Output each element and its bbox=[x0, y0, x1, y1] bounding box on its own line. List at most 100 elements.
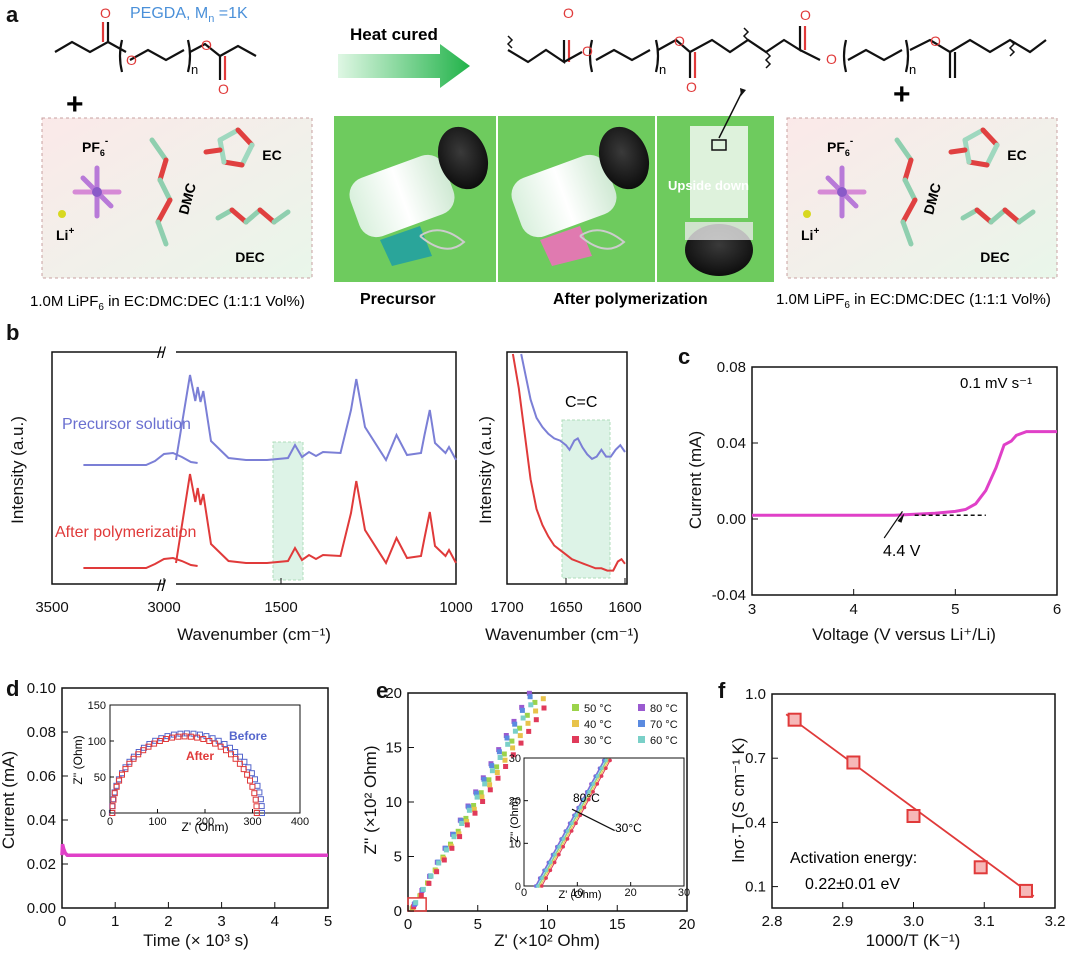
pf6-label: PF6- bbox=[827, 136, 853, 158]
e-point-4 bbox=[504, 735, 510, 741]
cc-annotation: C=C bbox=[565, 394, 597, 411]
e-inset-point-2 bbox=[582, 805, 587, 810]
poly-o-3: O bbox=[674, 33, 685, 49]
c-yticklabel: 0.08 bbox=[717, 359, 746, 376]
panel-d: d 0 1 2 3 4 5 0.00 0.02 0.04 0.06 0.08 0.10 0 100 200… bbox=[0, 676, 332, 950]
photo-precursor bbox=[334, 116, 496, 282]
d-inset-point-1 bbox=[251, 790, 258, 797]
d-xticklabel: 1 bbox=[111, 913, 119, 930]
d-inset-point-1 bbox=[244, 771, 251, 778]
c-yticklabel: 0.04 bbox=[717, 435, 746, 452]
d-inset-point-1 bbox=[217, 743, 224, 750]
e-point-5 bbox=[428, 873, 434, 879]
b-left-ticklabel: 3500 bbox=[35, 599, 68, 616]
d-inset-after: After bbox=[186, 749, 214, 763]
e-point-5 bbox=[528, 702, 534, 708]
e-xticklabel: 10 bbox=[539, 916, 556, 933]
e-inset-point-5 bbox=[553, 852, 557, 857]
d-xticklabel: 4 bbox=[271, 913, 279, 930]
li-label: Li+ bbox=[801, 226, 819, 243]
d-yticklabel: 0.00 bbox=[27, 900, 56, 917]
e-inset-point-5 bbox=[540, 876, 544, 880]
c-plot: 3 4 5 6 -0.04 0.00 0.04 0.08 bbox=[712, 359, 1061, 618]
dec-bond bbox=[271, 209, 291, 225]
dmc-bond bbox=[900, 197, 918, 225]
dmc-label: DMC bbox=[175, 181, 199, 216]
li-ion bbox=[803, 210, 811, 218]
ec-carbonyl bbox=[948, 147, 968, 155]
d-inset-point-1 bbox=[194, 734, 201, 741]
e-point-5 bbox=[497, 755, 503, 760]
b-right-ticklabel: 1700 bbox=[490, 599, 523, 616]
f-xticklabel: 3.1 bbox=[974, 913, 995, 930]
f-fit-line bbox=[785, 713, 1035, 897]
e-legend-marker bbox=[638, 704, 645, 711]
e-point-2 bbox=[495, 775, 501, 781]
e-point-0 bbox=[486, 777, 492, 783]
e-point-1 bbox=[494, 770, 500, 775]
e-point-2 bbox=[526, 728, 532, 734]
d-inset-point-1 bbox=[206, 738, 213, 744]
e-point-3 bbox=[526, 690, 532, 696]
molecules-left: PF6- Li+ DMC EC DEC bbox=[56, 127, 291, 265]
e-legend-label: 80 °C bbox=[650, 703, 678, 715]
e-xticklabel: 0 bbox=[404, 916, 412, 933]
d-inset-point-1 bbox=[119, 771, 125, 778]
electrolyte-caption-right: 1.0M LiPF6 in EC:DMC:DEC (1:1:1 Vol%) bbox=[776, 291, 1051, 311]
d-inset-point-1 bbox=[162, 736, 169, 742]
b-left-xlabel: Wavenumber (cm⁻¹) bbox=[177, 625, 331, 644]
d-plot: 0 1 2 3 4 5 0.00 0.02 0.04 0.06 0.08 0.10 bbox=[27, 680, 332, 930]
photo-after-polymerization bbox=[498, 116, 655, 282]
dec-bond bbox=[229, 207, 249, 225]
d-inset-point-1 bbox=[187, 733, 194, 740]
d-inset-before: Before bbox=[229, 729, 267, 743]
e-inset-point-5 bbox=[574, 813, 579, 818]
e-inset-point-2 bbox=[552, 860, 557, 865]
poly-o-1: O bbox=[563, 5, 574, 21]
pf6-center-atom bbox=[837, 187, 847, 197]
e-inset-yticklabel: 10 bbox=[509, 838, 521, 850]
ec-carbonyl bbox=[203, 147, 223, 155]
d-current-curve bbox=[60, 843, 328, 857]
e-inset-80c: 80°C bbox=[573, 791, 600, 805]
d-inset-point-1 bbox=[223, 747, 229, 754]
c-yticklabel: -0.04 bbox=[712, 587, 746, 604]
f-yticklabel: 0.7 bbox=[745, 750, 766, 767]
panel-letter-e: e bbox=[376, 678, 388, 703]
c-scan-rate: 0.1 mV s⁻¹ bbox=[960, 375, 1032, 392]
b-left-line-1-low bbox=[175, 473, 457, 566]
c-lsv-curve bbox=[752, 430, 1057, 517]
heat-cured-arrow bbox=[338, 44, 470, 88]
c-yticklabel: 0.00 bbox=[717, 511, 746, 528]
d-inset-point-1 bbox=[247, 777, 253, 784]
ether-o-2: O bbox=[201, 37, 212, 53]
b-right-ticks: 1700 1650 1600 bbox=[490, 578, 642, 616]
e-inset-point-2 bbox=[561, 844, 565, 849]
e-inset-point-2 bbox=[574, 821, 578, 825]
f-xlabel: 1000/T (K⁻¹) bbox=[866, 931, 961, 950]
e-xticklabel: 5 bbox=[474, 916, 482, 933]
e-xticklabel: 20 bbox=[679, 916, 696, 933]
d-yticklabel: 0.10 bbox=[27, 680, 56, 697]
molecules-right: PF6- Li+ DMC EC DEC bbox=[801, 127, 1036, 265]
axis-break-bottom: // bbox=[157, 578, 166, 595]
carbonyl-o-1: O bbox=[100, 5, 111, 21]
e-inset-xticklabel: 20 bbox=[625, 887, 637, 899]
d-inset-yticklabel: 50 bbox=[94, 772, 106, 784]
d-inset-point-1 bbox=[135, 751, 142, 758]
e-inset-point-2 bbox=[595, 782, 600, 786]
b-right-line-1 bbox=[511, 353, 626, 572]
dmc-bond bbox=[157, 157, 169, 183]
e-point-2 bbox=[457, 834, 463, 840]
d-yticklabel: 0.06 bbox=[27, 768, 56, 785]
f-ylabel: lnσ·T (S cm⁻¹ K) bbox=[729, 738, 748, 863]
e-inset-point-5 bbox=[544, 868, 549, 873]
f-point bbox=[906, 809, 921, 823]
d-inset-yticklabel: 100 bbox=[88, 736, 106, 748]
f-xticklabel: 2.9 bbox=[832, 913, 853, 930]
c-xticklabel: 4 bbox=[849, 601, 857, 618]
dmc-bond bbox=[902, 177, 918, 203]
e-point-1 bbox=[540, 696, 546, 702]
dec-bond bbox=[974, 207, 994, 225]
